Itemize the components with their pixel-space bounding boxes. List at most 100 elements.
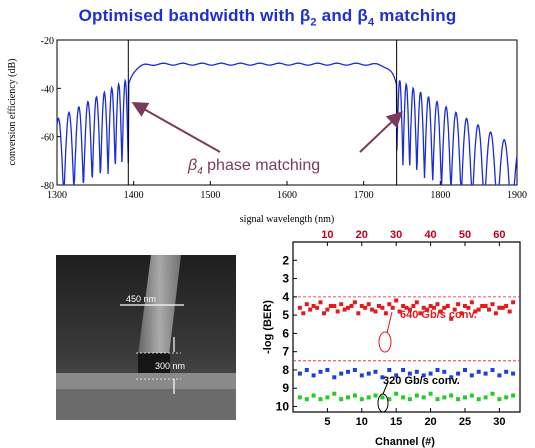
ber-data-point [380, 395, 385, 400]
ber-data-point [366, 302, 371, 307]
ber-data-point [352, 368, 357, 372]
ber-top-tick-label: 60 [493, 229, 505, 241]
x-tick-label: 1400 [124, 190, 144, 201]
ber-data-point [370, 307, 375, 312]
ber-x-tick-label: 5 [324, 416, 330, 428]
annotation-arrow-left [131, 102, 221, 153]
ber-data-point [507, 309, 512, 314]
ber-data-point [387, 368, 392, 372]
ber-y-tick-label: 5 [282, 308, 289, 322]
x-tick-label: 1600 [277, 190, 297, 201]
ber-data-point [449, 316, 454, 321]
ber-x-tick-label: 20 [424, 416, 436, 428]
y-tick-label: -80 [41, 181, 54, 192]
ber-data-point [469, 300, 474, 305]
ber-plot-frame [292, 241, 521, 413]
ber-data-point [304, 368, 309, 372]
x-tick-label: 1700 [354, 190, 374, 201]
ber-data-point [366, 371, 371, 376]
ber-data-point [394, 298, 399, 303]
x-tick-label: 1800 [430, 190, 450, 201]
ber-data-point [394, 391, 399, 396]
ber-data-point [497, 397, 502, 402]
width-label: 450 nm [126, 294, 156, 304]
ber-data-point [401, 304, 406, 308]
ber-data-point [322, 311, 326, 316]
ber-data-point [380, 305, 385, 310]
ber-x-tick-label: 25 [459, 416, 471, 428]
conversion-efficiency-curve [56, 62, 518, 186]
ber-y-tick-label: 10 [276, 400, 290, 414]
ber-data-point [463, 368, 467, 372]
sem-micrograph: 450 nm 300 nm [56, 255, 236, 420]
ber-data-point [428, 391, 433, 396]
ber-data-point [483, 304, 488, 308]
x-tick-label: 1300 [47, 190, 67, 201]
ber-x-tick-label: 10 [356, 416, 368, 428]
ber-data-point [404, 305, 409, 310]
ber-data-point [332, 304, 337, 308]
ber-top-tick-label: 20 [356, 229, 368, 241]
ber-top-tick-label: 10 [321, 229, 333, 241]
ber-data-point [487, 307, 491, 312]
ber-data-point [352, 393, 357, 398]
ber-data-point [459, 311, 464, 316]
ber-data-point [511, 393, 516, 398]
ber-data-point [497, 373, 502, 378]
ber-data-point [342, 307, 347, 312]
ber-data-point [511, 300, 516, 305]
conversion-efficiency-chart: 1300 1400 1500 1600 1700 1800 1900 -20 -40 -60 -80… [7, 36, 527, 225]
ber-data-point [304, 302, 309, 307]
ber-data-point [469, 393, 474, 398]
ber-data-point [473, 309, 478, 314]
ber-data-point [449, 393, 454, 398]
ber-data-point [504, 304, 509, 308]
ber-data-point [387, 397, 392, 402]
ber-data-point [373, 369, 378, 374]
ber-data-point [511, 371, 516, 376]
ber-data-point [328, 304, 333, 308]
ber-data-point [380, 375, 385, 380]
ber-data-point [421, 305, 426, 310]
ber-data-point [352, 300, 357, 305]
ber-data-point [483, 371, 488, 376]
ber-data-point [377, 304, 381, 308]
ber-data-point [315, 305, 320, 310]
ber-x-tick-label: 15 [390, 416, 402, 428]
ber-data-point [394, 373, 399, 378]
ber-data-point [387, 302, 392, 307]
ber-data-point [442, 305, 447, 310]
ber-data-point [325, 395, 330, 400]
ber-data-point [304, 397, 309, 402]
ber-data-point [414, 300, 419, 305]
ber-data-point [456, 302, 461, 307]
ber-data-point [311, 393, 316, 398]
ber-data-point [421, 395, 426, 400]
ber-data-point [463, 395, 467, 400]
ber-data-point [335, 309, 340, 314]
ber-data-point [418, 311, 423, 316]
ber-data-point [311, 304, 316, 308]
ber-data-point [414, 393, 419, 398]
ber-data-point [449, 375, 454, 380]
ber-data-point [390, 305, 395, 310]
y-axis-label: conversion efficiency (dB) [7, 59, 18, 166]
ber-data-point [480, 304, 485, 308]
annotation-640: 640 Gb/s conv. [400, 309, 477, 321]
ber-x-tick-label: 30 [493, 416, 505, 428]
ber-data-point [500, 305, 505, 310]
annotation-ellipse-640 [378, 331, 392, 353]
ber-data-point [490, 391, 495, 396]
ber-data-point [297, 305, 302, 310]
ber-data-point [346, 305, 350, 310]
ber-data-point [414, 369, 419, 374]
ber-data-point [435, 302, 440, 307]
ber-data-point [445, 304, 450, 308]
ber-data-point [407, 397, 412, 402]
page-title: Optimised bandwidth with β2 and β4 match… [78, 6, 457, 29]
ber-data-point [504, 395, 509, 400]
ber-data-point [325, 368, 330, 372]
sem-drawing: 450 nm 300 nm [56, 255, 236, 420]
annotation-arrow-right [359, 111, 403, 153]
